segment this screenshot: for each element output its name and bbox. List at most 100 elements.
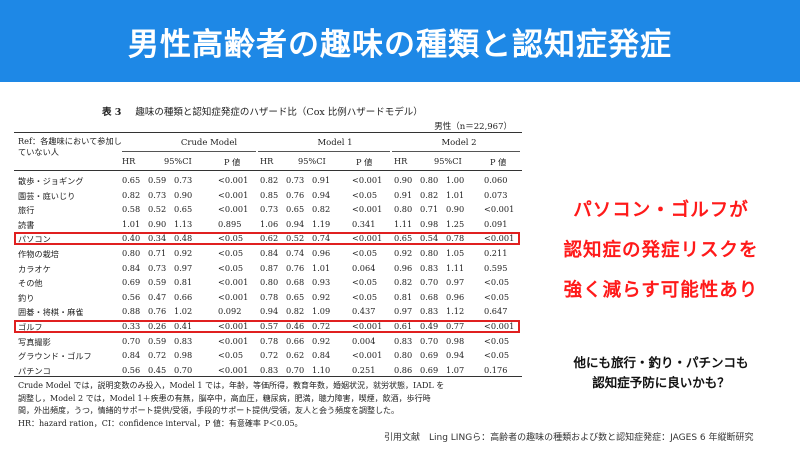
- table-cell: 0.69: [420, 350, 439, 361]
- table-cell: 0.58: [122, 204, 141, 215]
- table-cell: 0.94: [446, 350, 465, 361]
- table-cell: 0.437: [352, 306, 376, 317]
- table-cell: 0.98: [174, 350, 193, 361]
- table-cell: <0.001: [218, 277, 249, 288]
- table-cell: 0.70: [420, 277, 439, 288]
- col-ci-model2: 95%CI: [434, 156, 462, 166]
- table-cell: 0.83: [420, 262, 439, 273]
- table-cell: 0.46: [286, 321, 305, 331]
- note-line-1: 他にも旅行・釣り・パチンコも: [573, 355, 749, 370]
- table-cell: 0.62: [260, 233, 279, 244]
- row-label: 旅行: [18, 205, 35, 216]
- table-cell: <0.05: [484, 335, 510, 346]
- table-cell: 0.211: [484, 248, 508, 258]
- table-cell: <0.001: [218, 204, 249, 215]
- table-cell: 0.93: [312, 277, 331, 288]
- table-row: ゴルフ 0.33 0.26 0.41 <0.001 0.57 0.46 0.72 <0.001 0…: [14, 320, 522, 335]
- table-cell: 0.91: [312, 175, 331, 185]
- table-cell: 0.65: [394, 233, 413, 244]
- table-cell: 1.01: [312, 262, 331, 273]
- table-label: 表 3: [102, 107, 122, 118]
- table-cell: 1.01: [122, 218, 141, 229]
- table-cell: 1.19: [312, 218, 331, 229]
- table-cell: 0.595: [484, 262, 508, 273]
- table-cell: 1.02: [174, 306, 193, 317]
- table-cell: 1.12: [446, 306, 465, 317]
- table-cell: 0.34: [148, 233, 167, 244]
- row-label: ゴルフ: [18, 322, 43, 332]
- table-cell: 0.83: [260, 364, 279, 375]
- table-cell: 0.76: [148, 306, 167, 317]
- table-cell: 1.11: [446, 262, 465, 273]
- table-cell: 0.84: [260, 248, 279, 258]
- table-cell: 1.07: [446, 364, 465, 375]
- row-label: 園芸・庭いじり: [18, 190, 76, 201]
- table-cell: 0.71: [148, 248, 167, 258]
- table-cell: 0.647: [484, 306, 508, 317]
- table-cell: 0.61: [394, 321, 413, 331]
- table-cell: 0.84: [122, 350, 141, 361]
- table-cell: 0.80: [394, 204, 413, 215]
- note-line: HR：hazard ration，CI：confidence interval，…: [18, 418, 303, 428]
- group-rule-model1: [258, 151, 390, 152]
- table-cell: 0.96: [312, 248, 331, 258]
- table-cell: 0.33: [122, 321, 141, 331]
- table-cell: <0.05: [352, 277, 378, 288]
- table-cell: 0.70: [122, 335, 141, 346]
- table-cell: <0.001: [218, 291, 249, 302]
- table-cell: 0.81: [174, 277, 193, 288]
- table-cell: 0.80: [420, 248, 439, 258]
- row-label: カラオケ: [18, 263, 51, 274]
- group-crude-model: Crude Model: [180, 138, 238, 148]
- table-cell: 0.59: [148, 335, 167, 346]
- col-hr-crude: HR: [122, 156, 136, 166]
- table-cell: <0.001: [484, 233, 515, 244]
- table-cell: 0.77: [446, 321, 465, 331]
- table-cell: 0.073: [484, 189, 508, 200]
- callout-line-3: 強く減らす可能性あり: [563, 280, 759, 301]
- row-label: パチンコ: [18, 365, 51, 376]
- table-cell: 0.97: [394, 306, 413, 317]
- table-row: 作物の栽培 0.80 0.71 0.92 <0.05 0.84 0.74 0.96 <0.05 0…: [14, 247, 522, 262]
- table-row: 読書 1.01 0.90 1.13 0.895 1.06 0.94 1.19 0.341 1.11…: [14, 218, 522, 233]
- table-cell: 1.13: [174, 218, 193, 229]
- table-rule-bottom: [14, 376, 522, 377]
- table-cell: 0.94: [260, 306, 279, 317]
- table-cell: 0.90: [394, 175, 413, 185]
- table-cell: 0.80: [260, 277, 279, 288]
- table-cell: 1.25: [446, 218, 465, 229]
- table-cell: 0.064: [352, 262, 376, 273]
- row-label: 釣り: [18, 292, 35, 303]
- table-cell: 0.80: [420, 175, 439, 185]
- table-cell: 0.68: [286, 277, 305, 288]
- table-cell: 0.895: [218, 218, 242, 229]
- col-p-crude: P 値: [224, 157, 241, 167]
- table-cell: 0.91: [394, 189, 413, 200]
- col-ci-model1: 95%CI: [298, 156, 326, 166]
- note-line: Crude Model では，説明変数のみ投入，Model 1 では，年齢，等価…: [18, 381, 445, 390]
- table-cell: 0.84: [312, 350, 331, 361]
- col-ci-crude: 95%CI: [164, 156, 192, 166]
- callout-line-2: 認知症の発症リスクを: [563, 240, 759, 261]
- table-cell: 0.92: [312, 335, 331, 346]
- table-cell: 0.76: [286, 189, 305, 200]
- table-cell: 0.73: [148, 189, 167, 200]
- table-row: 囲碁・将棋・麻雀 0.88 0.76 1.02 0.092 0.94 0.82 1.09 0.4…: [14, 305, 522, 320]
- row-label: 作物の栽培: [18, 249, 59, 259]
- table-subtitle: 男性（n＝22,967）: [434, 122, 512, 132]
- group-model-2: Model 2: [441, 138, 477, 148]
- table-cell: 0.69: [420, 364, 439, 375]
- table-cell: <0.001: [218, 335, 249, 346]
- table-row: カラオケ 0.84 0.73 0.97 <0.05 0.87 0.76 1.01 0.064 0.…: [14, 262, 522, 277]
- table-cell: 1.10: [312, 364, 331, 375]
- table-cell: <0.05: [218, 248, 244, 258]
- table-cell: 0.82: [286, 306, 305, 317]
- table-cell: <0.001: [218, 189, 249, 200]
- col-hr-model1: HR: [260, 156, 274, 166]
- table-cell: 0.47: [148, 291, 167, 302]
- table-cell: <0.001: [352, 204, 383, 215]
- table-row: パチンコ 0.56 0.45 0.70 <0.001 0.83 0.70 1.10 0.251 0…: [14, 364, 522, 379]
- table-cell: <0.05: [218, 350, 244, 361]
- table-cell: 0.091: [484, 218, 508, 229]
- table-cell: 0.73: [148, 262, 167, 273]
